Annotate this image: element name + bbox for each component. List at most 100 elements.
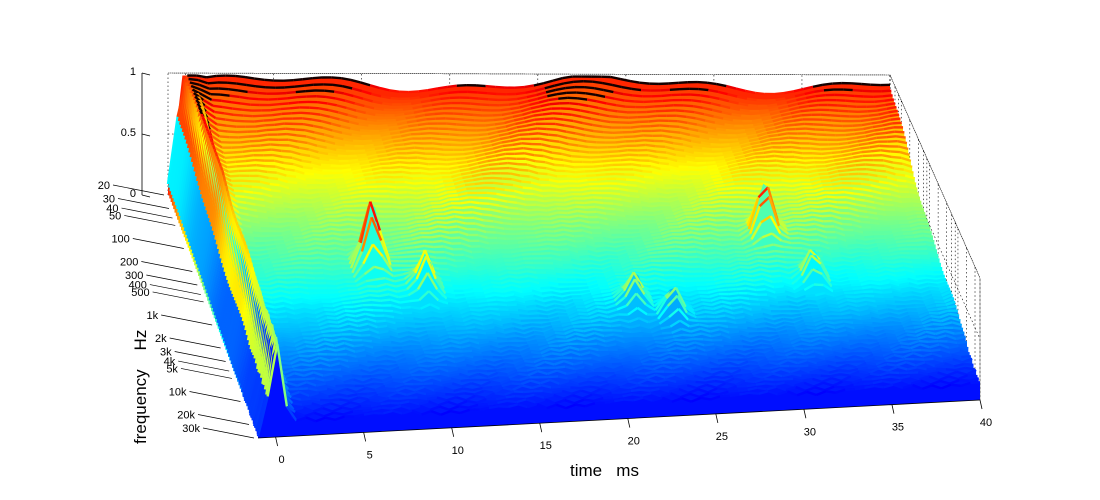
slice-edge [832,219,843,226]
slice-edge [925,274,936,278]
slice-edge [402,376,413,384]
slice-edge [366,118,377,122]
slice-edge [619,228,630,232]
slice-edge [358,289,369,295]
slice-edge [611,323,622,328]
slice-edge [716,352,727,358]
slice-edge [761,272,772,278]
slice-edge [423,382,434,386]
slice-edge [573,361,584,366]
slice-edge [406,250,416,254]
slice-edge [345,246,356,252]
slice-edge [235,334,248,378]
slice-edge [493,359,504,365]
slice-edge [937,281,948,287]
slice-edge [508,102,519,106]
slice-edge [824,291,835,297]
slice-edge [623,334,634,338]
slice-edge [272,195,283,199]
slice-edge [738,360,749,367]
slice-edge [537,95,548,100]
slice-edge [646,247,657,252]
slice-edge [638,252,649,258]
slice-edge [456,297,467,302]
slice-edge [364,104,375,110]
slice-edge [301,261,312,265]
slice-edge [641,234,652,239]
slice-edge [603,269,615,276]
slice-edge [566,205,577,210]
slice-edge [509,106,520,111]
slice-edge [329,158,340,163]
slice-edge [592,362,603,366]
slice-edge [622,364,633,369]
slice-edge [385,148,396,153]
slice-edge [849,306,860,312]
slice-edge [791,114,802,119]
slice-edge [304,271,314,275]
slice-edge [745,351,756,358]
slice-edge [929,257,940,261]
slice-edge [432,239,443,244]
slice-edge [464,118,475,122]
slice-edge [809,108,820,112]
slice-edge [529,175,540,181]
slice-edge [869,144,880,149]
slice-edge [873,353,884,357]
slice-edge [268,176,279,181]
slice-edge [471,382,482,388]
slice-edge [393,349,404,355]
slice-edge [931,352,943,358]
slice-edge [649,229,660,234]
slice-edge [507,271,518,275]
slice-edge [854,325,865,330]
slice-edge [353,173,364,179]
slice-edge [578,312,589,316]
slice-edge [800,311,812,316]
slice-edge [705,347,716,352]
slice-edge [470,169,481,174]
slice-edge [518,372,529,377]
slice-edge [778,105,789,110]
slice-edge [675,109,685,113]
slice-edge [762,312,773,318]
slice-edge [346,387,357,394]
slice-edge [941,290,952,297]
slice-edge [433,180,444,185]
slice-edge [430,341,441,346]
slice-edge [733,310,744,315]
slice-edge [501,283,512,289]
slice-edge [421,311,432,317]
slice-edge [535,304,546,310]
slice-edge [470,102,481,106]
slice-edge [227,165,238,169]
slice-edge [516,124,527,129]
slice-edge [675,278,686,283]
slice-edge [867,210,878,215]
slice-edge [640,259,652,265]
slice-edge [784,321,795,326]
slice-edge [869,221,880,225]
slice-edge [925,330,936,336]
slice-edge [608,313,619,319]
slice-edge [468,372,479,379]
slice-edge [700,327,711,333]
slice-edge [381,340,392,344]
slice-edge [588,255,599,260]
slice-edge [935,303,946,307]
slice-edge [874,163,885,168]
slice-edge [414,244,425,249]
slice-edge [550,252,561,256]
slice-edge [414,385,426,392]
slice-edge [254,77,265,81]
slice-edge [456,84,467,87]
slice-edge [678,81,688,85]
slice-edge [759,335,770,340]
slice-edge [380,298,391,302]
slice-edge [836,363,848,370]
slice-edge [437,191,448,197]
slice-edge [878,111,889,116]
slice-edge [671,206,683,212]
slice-edge [620,259,631,266]
slice-edge [240,217,251,223]
